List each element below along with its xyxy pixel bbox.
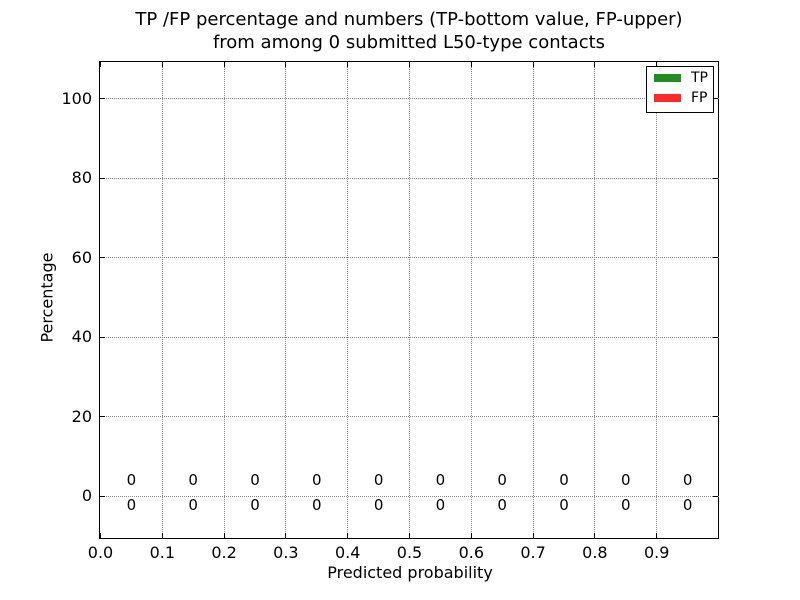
annotation-tp-count: 0 bbox=[373, 496, 384, 514]
x-tick-mark-top bbox=[532, 62, 534, 67]
gridline-horizontal bbox=[100, 177, 719, 179]
gridline-vertical bbox=[594, 62, 596, 538]
x-tick-mark-bottom bbox=[594, 533, 596, 538]
y-tick-mark-left bbox=[100, 495, 105, 497]
annotation-tp-count: 0 bbox=[497, 496, 507, 514]
x-tick-mark-bottom bbox=[161, 533, 163, 538]
annotation-fp-count: 0 bbox=[682, 471, 693, 489]
annotation-tp-count: 0 bbox=[188, 496, 198, 514]
x-tick-label: 0.9 bbox=[643, 543, 670, 562]
y-tick-mark-left bbox=[100, 416, 105, 417]
annotation-tp-count: 0 bbox=[250, 496, 260, 514]
y-axis-label: Percentage bbox=[37, 252, 57, 343]
y-tick-label: 20 bbox=[71, 406, 92, 426]
y-tick-mark-left bbox=[100, 98, 105, 99]
y-tick-label: 80 bbox=[71, 168, 92, 187]
gridline-vertical bbox=[285, 62, 287, 538]
x-tick-mark-bottom bbox=[285, 533, 287, 538]
annotation-tp-count: 0 bbox=[126, 496, 137, 514]
x-tick-mark-top bbox=[347, 62, 349, 67]
gridline-vertical bbox=[532, 62, 534, 538]
y-tick-label: 40 bbox=[71, 327, 92, 346]
annotation-fp-count: 0 bbox=[621, 471, 631, 489]
gridline-horizontal bbox=[100, 495, 719, 497]
x-tick-mark-top bbox=[161, 62, 163, 67]
annotation-tp-count: 0 bbox=[682, 496, 693, 514]
x-tick-mark-bottom bbox=[532, 533, 534, 538]
chart-title-line1: TP /FP percentage and numbers (TP-bottom… bbox=[135, 9, 683, 30]
gridline-vertical bbox=[161, 62, 163, 538]
x-tick-mark-bottom bbox=[223, 533, 225, 538]
annotation-fp-count: 0 bbox=[559, 471, 569, 489]
x-tick-mark-top bbox=[656, 62, 658, 67]
annotation-fp-count: 0 bbox=[312, 471, 322, 489]
x-tick-label: 0.7 bbox=[520, 543, 546, 562]
annotation-fp-count: 0 bbox=[250, 471, 260, 489]
x-tick-label: 0.5 bbox=[396, 543, 423, 562]
y-tick-label: 60 bbox=[71, 247, 92, 267]
annotation-tp-count: 0 bbox=[621, 496, 631, 514]
x-tick-label: 0.2 bbox=[211, 543, 237, 562]
x-tick-label: 0.6 bbox=[458, 543, 485, 562]
annotation-tp-count: 0 bbox=[559, 496, 569, 514]
y-tick-label: 100 bbox=[61, 88, 92, 108]
legend-label-fp: FP bbox=[691, 90, 708, 106]
y-tick-mark-left bbox=[100, 336, 105, 338]
gridline-horizontal bbox=[100, 336, 719, 338]
y-tick-mark-right bbox=[713, 416, 718, 417]
x-tick-mark-top bbox=[594, 62, 596, 67]
gridline-vertical bbox=[409, 62, 410, 538]
annotation-fp-count: 0 bbox=[188, 471, 198, 489]
annotation-fp-count: 0 bbox=[373, 471, 384, 489]
y-tick-mark-right bbox=[713, 336, 718, 338]
legend-swatch-tp bbox=[654, 74, 681, 82]
gridline-vertical bbox=[223, 62, 225, 538]
x-tick-mark-bottom bbox=[347, 533, 349, 538]
y-tick-mark-right bbox=[713, 98, 718, 99]
annotation-fp-count: 0 bbox=[497, 471, 507, 489]
x-tick-mark-top bbox=[285, 62, 287, 67]
gridline-vertical bbox=[470, 62, 472, 538]
y-tick-mark-left bbox=[100, 177, 105, 179]
legend-label-tp: TP bbox=[691, 70, 708, 86]
x-tick-mark-top bbox=[409, 62, 410, 67]
annotation-tp-count: 0 bbox=[312, 496, 322, 514]
y-tick-mark-right bbox=[713, 177, 718, 179]
x-tick-mark-top bbox=[100, 62, 101, 67]
x-tick-mark-top bbox=[470, 62, 472, 67]
x-tick-mark-bottom bbox=[470, 533, 472, 538]
y-tick-label: 0 bbox=[81, 486, 92, 505]
annotation-fp-count: 0 bbox=[435, 471, 446, 489]
x-tick-label: 0.1 bbox=[149, 543, 176, 562]
x-tick-mark-bottom bbox=[409, 533, 410, 538]
chart-title-line2: from among 0 submitted L50-type contacts bbox=[212, 32, 606, 53]
gridline-vertical bbox=[347, 62, 349, 538]
x-tick-mark-top bbox=[223, 62, 225, 67]
legend-swatch-fp bbox=[654, 94, 681, 102]
gridline-horizontal bbox=[100, 98, 719, 99]
gridline-horizontal bbox=[100, 416, 719, 417]
x-tick-label: 0.0 bbox=[87, 543, 114, 562]
annotation-tp-count: 0 bbox=[435, 496, 446, 514]
x-tick-mark-bottom bbox=[100, 533, 101, 538]
y-tick-mark-right bbox=[713, 257, 718, 258]
x-tick-label: 0.3 bbox=[273, 543, 299, 562]
gridline-horizontal bbox=[100, 257, 719, 258]
x-tick-mark-bottom bbox=[656, 533, 658, 538]
y-tick-mark-left bbox=[100, 257, 105, 258]
legend-box: TP FP bbox=[646, 66, 714, 113]
gridline-vertical bbox=[656, 62, 658, 538]
x-tick-label: 0.4 bbox=[334, 543, 361, 562]
annotation-fp-count: 0 bbox=[126, 471, 137, 489]
y-tick-mark-right bbox=[713, 495, 718, 497]
x-tick-label: 0.8 bbox=[582, 543, 608, 562]
x-axis-label: Predicted probability bbox=[327, 563, 493, 582]
